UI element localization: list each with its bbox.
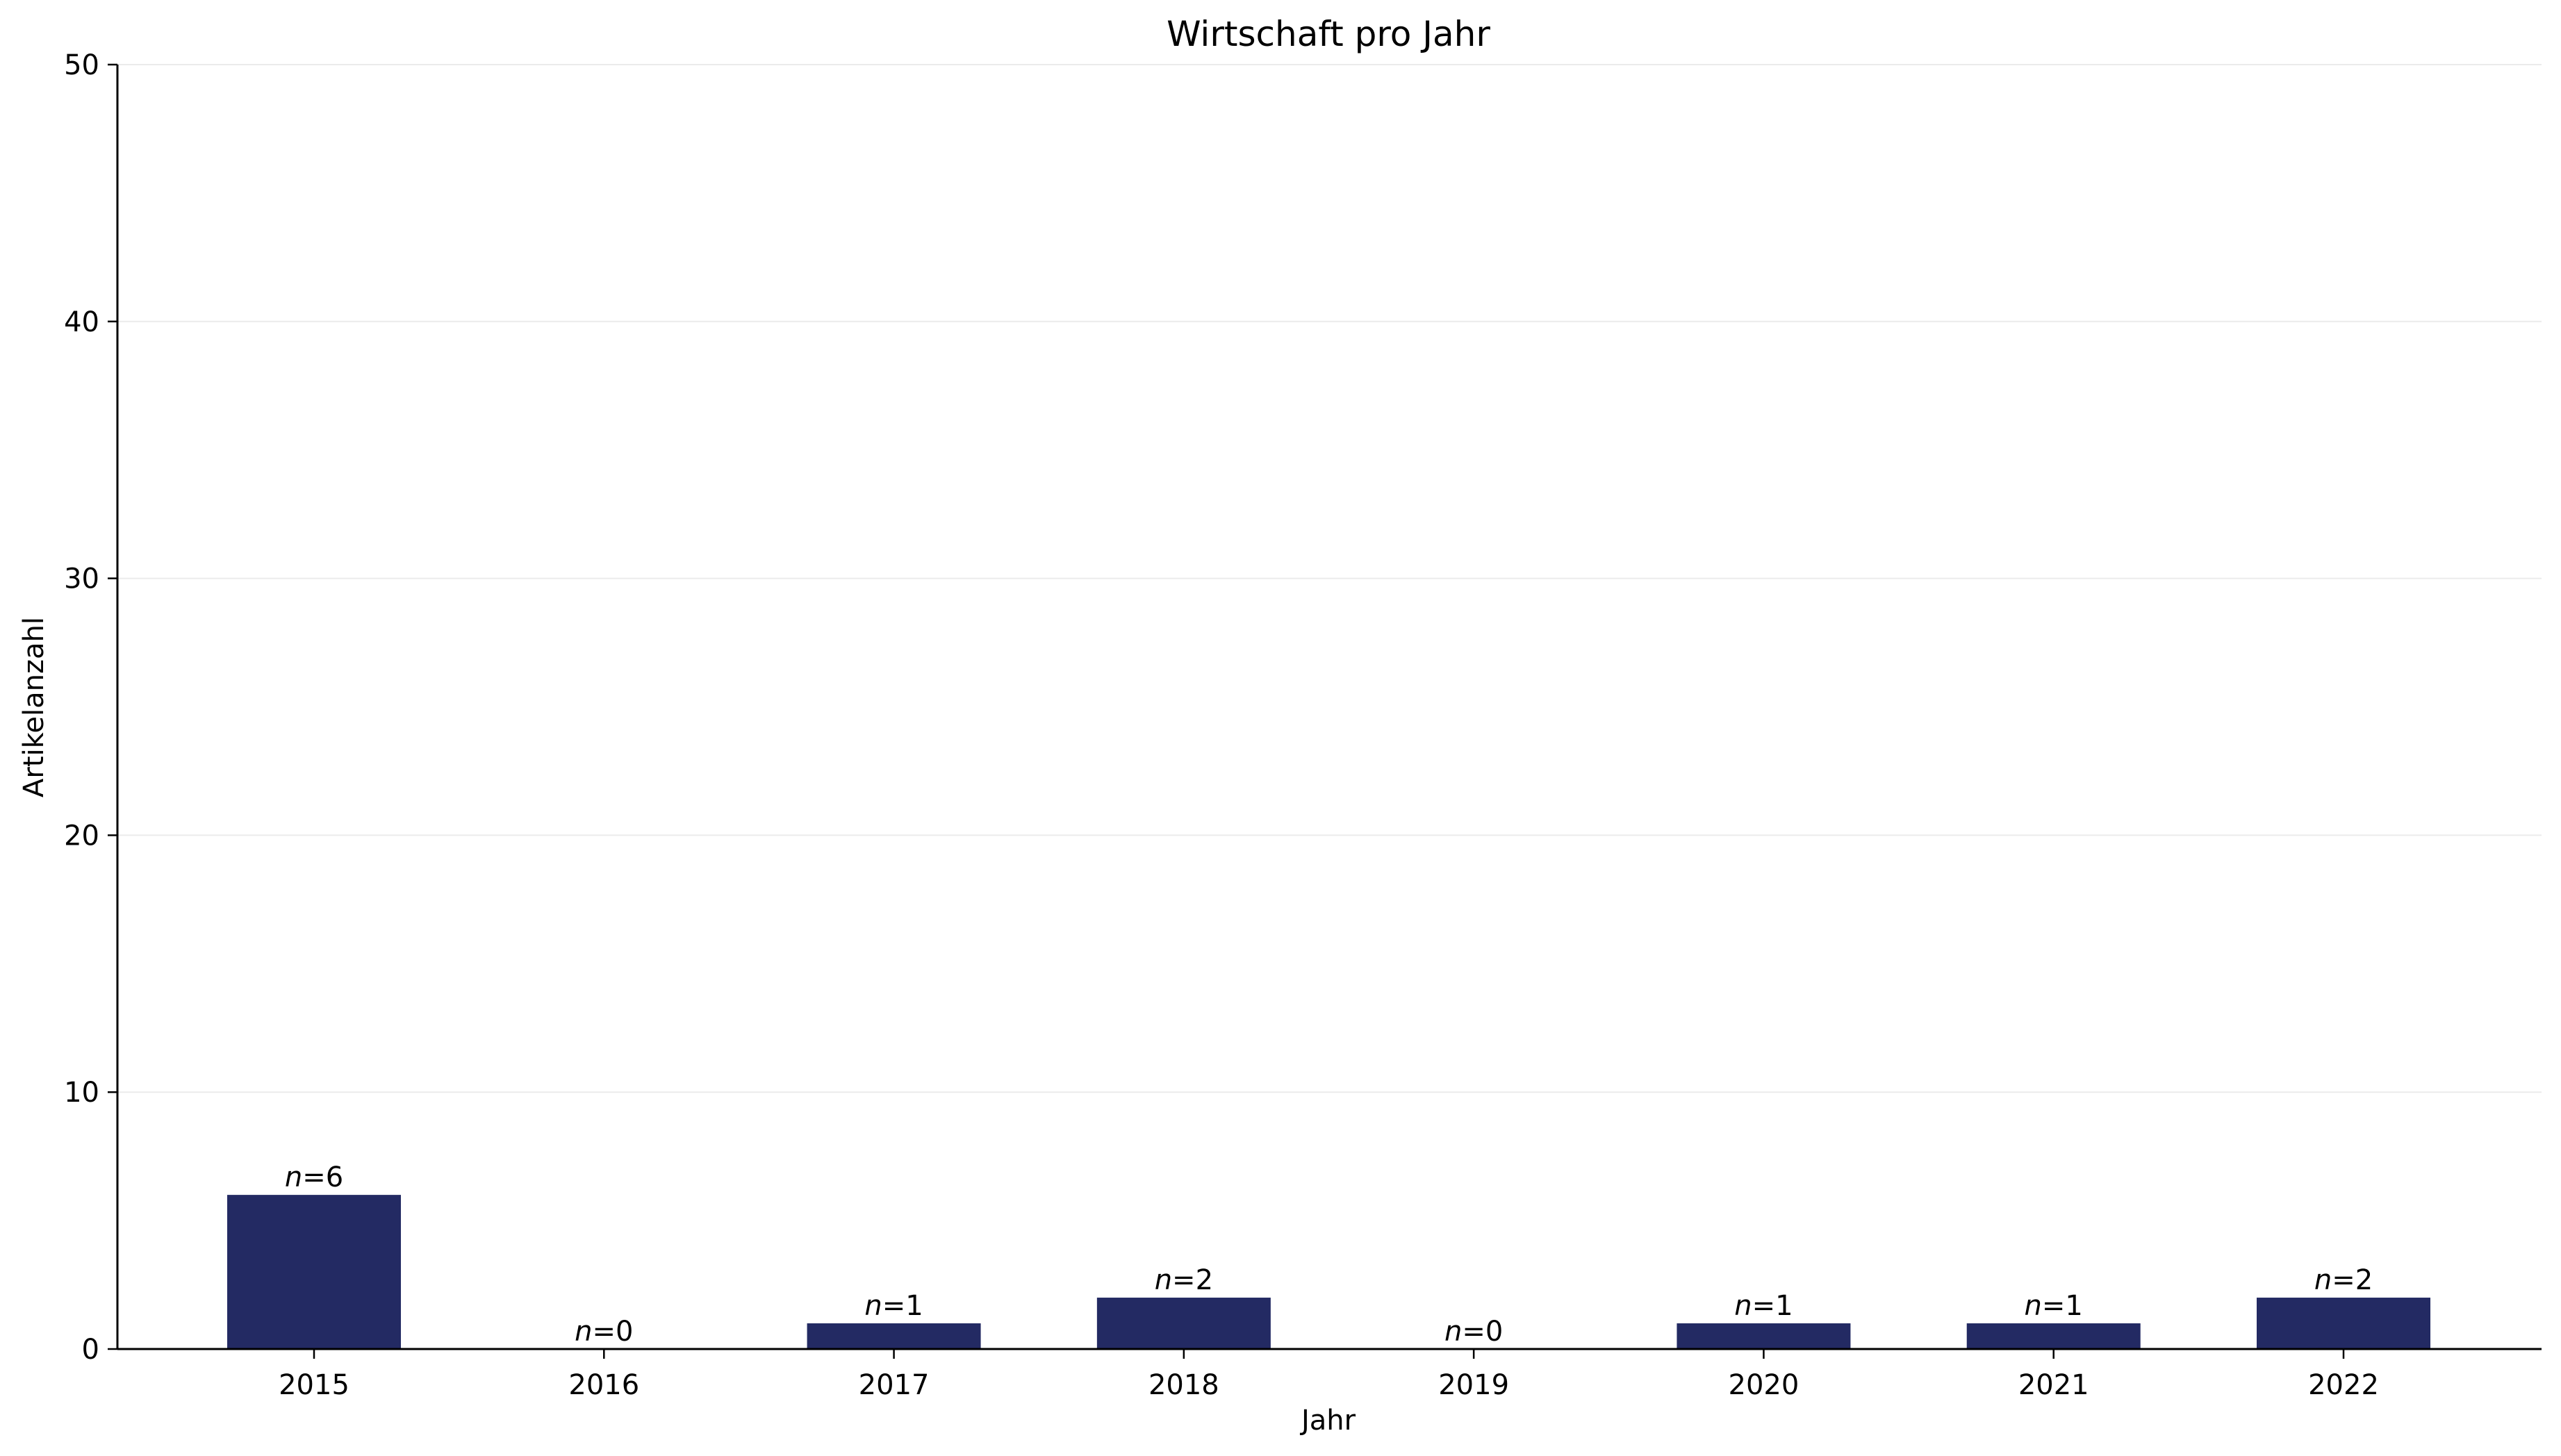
y-tick-label: 40 xyxy=(64,306,99,338)
bar-2021 xyxy=(1966,1323,2141,1349)
y-tick-label: 10 xyxy=(64,1077,99,1109)
x-axis-label: Jahr xyxy=(1299,1405,1356,1437)
x-tick-label: 2021 xyxy=(2018,1369,2089,1401)
data-label-2016: n=0 xyxy=(575,1316,633,1348)
y-tick-label: 30 xyxy=(64,563,99,595)
data-labels: n=6 n=0 n=1 n=2 n=0 n=1 n=1 n=2 xyxy=(285,1161,2373,1348)
chart-title: Wirtschaft pro Jahr xyxy=(1167,14,1490,54)
bar-2020 xyxy=(1677,1323,1851,1349)
data-label-2020: n=1 xyxy=(1734,1290,1793,1322)
x-tick-label: 2018 xyxy=(1148,1369,1219,1401)
x-tick-label: 2022 xyxy=(2308,1369,2379,1401)
bar-2015 xyxy=(227,1195,401,1349)
bar-2018 xyxy=(1096,1298,1271,1349)
bar-2017 xyxy=(807,1323,981,1349)
y-tick-label: 0 xyxy=(82,1334,99,1366)
gridlines xyxy=(117,64,2542,1093)
x-tick-label: 2019 xyxy=(1438,1369,1509,1401)
data-label-2015: n=6 xyxy=(285,1161,343,1193)
data-label-2018: n=2 xyxy=(1155,1264,1213,1296)
axes: 0 10 20 30 40 50 2015 2016 2017 2018 2019 2020 2021 2… xyxy=(64,49,2542,1401)
x-tick-label: 2020 xyxy=(1729,1369,1800,1401)
y-axis-label: Artikelanzahl xyxy=(18,617,50,797)
data-label-2022: n=2 xyxy=(2314,1264,2373,1296)
y-tick-label: 50 xyxy=(64,49,99,81)
bar-2022 xyxy=(2257,1298,2430,1349)
data-label-2019: n=0 xyxy=(1444,1316,1503,1348)
x-tick-label: 2017 xyxy=(859,1369,930,1401)
bars xyxy=(227,1195,2430,1349)
y-tick-label: 20 xyxy=(64,820,99,852)
data-label-2017: n=1 xyxy=(864,1290,923,1322)
data-label-2021: n=1 xyxy=(2025,1290,2083,1322)
x-tick-label: 2016 xyxy=(568,1369,639,1401)
x-tick-label: 2015 xyxy=(279,1369,349,1401)
